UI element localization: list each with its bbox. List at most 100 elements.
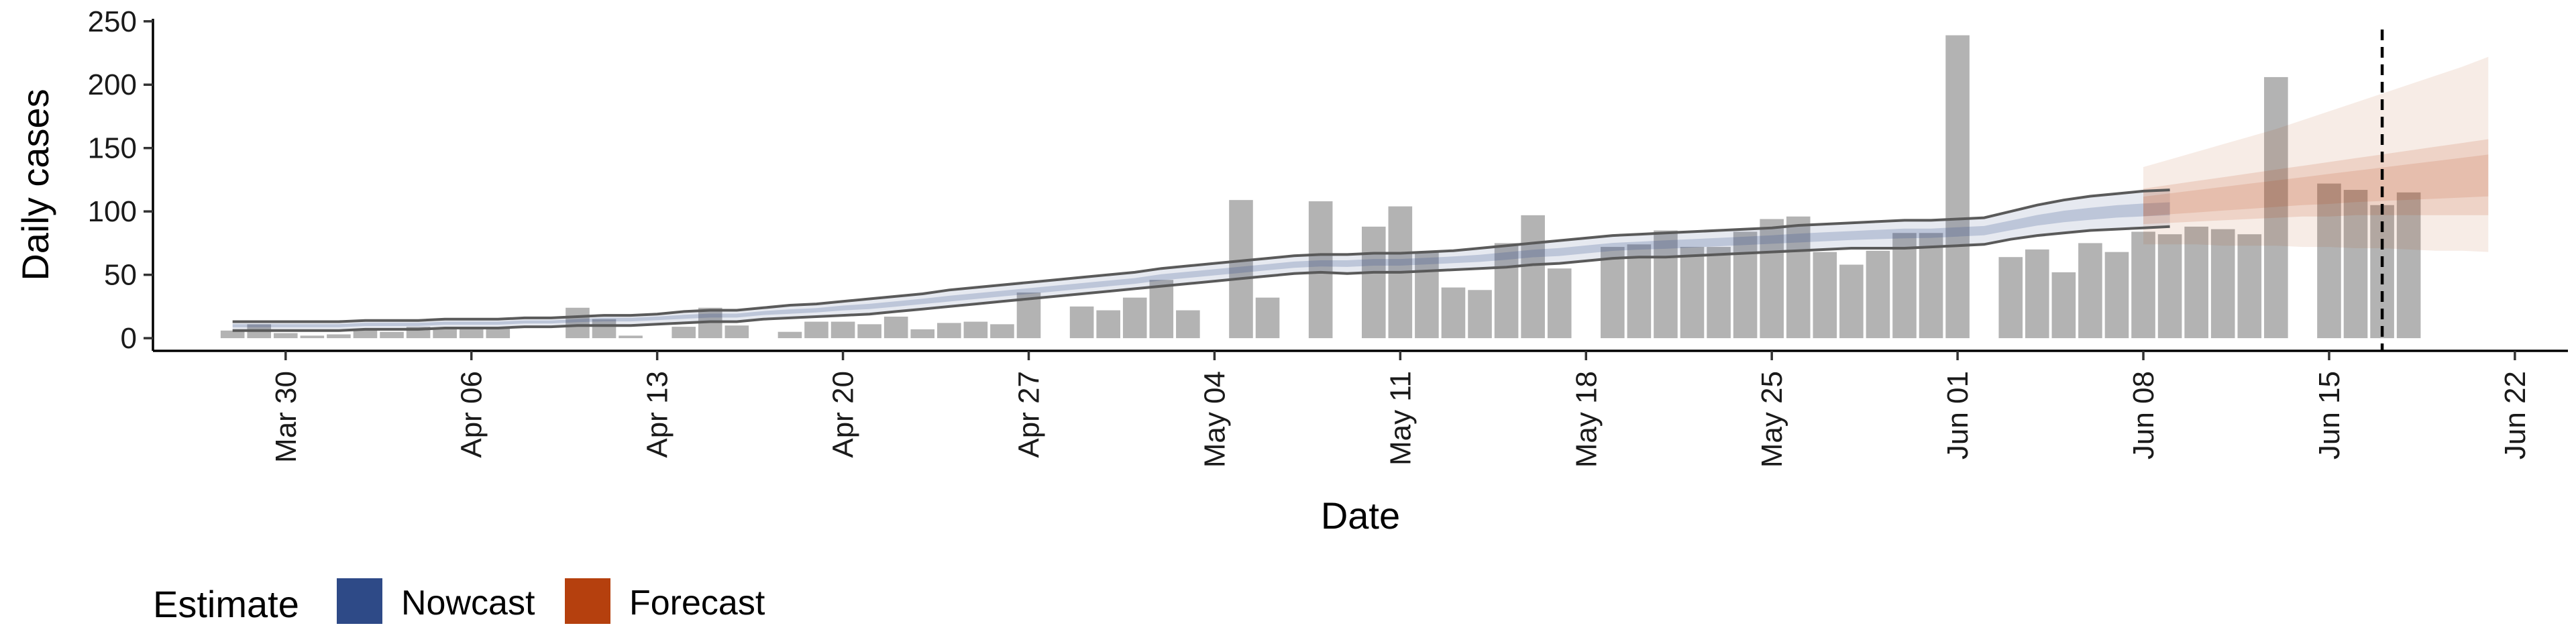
legend-label-nowcast: Nowcast — [401, 584, 535, 623]
case-bar — [1786, 216, 1811, 339]
case-bar — [2317, 183, 2341, 339]
legend-title: Estimate — [153, 583, 299, 625]
case-bar — [1122, 297, 1147, 339]
case-bar — [220, 330, 245, 339]
case-bar — [459, 327, 484, 339]
legend-swatch-nowcast — [337, 578, 382, 624]
case-bar — [2157, 234, 2182, 339]
case-bar — [1760, 219, 1784, 339]
y-tick-label: 100 — [88, 195, 137, 228]
case-bar — [2078, 243, 2102, 339]
case-bar — [1096, 310, 1120, 339]
case-bar — [300, 335, 325, 339]
case-bar — [619, 335, 643, 339]
y-tick-label: 150 — [88, 132, 137, 165]
y-tick-label: 0 — [121, 322, 137, 355]
case-bar — [1866, 250, 1890, 339]
case-bar — [1919, 233, 1943, 339]
case-bar — [1415, 252, 1439, 339]
y-tick-label: 250 — [88, 5, 137, 38]
case-bar — [2396, 192, 2421, 339]
case-bar — [433, 329, 457, 339]
case-bar — [724, 325, 749, 339]
case-bar — [2210, 229, 2235, 339]
case-bar — [1468, 290, 1492, 339]
case-bar — [1229, 200, 1253, 339]
case-bar — [327, 334, 351, 339]
y-axis-title: Daily cases — [14, 89, 56, 280]
case-bar — [963, 321, 988, 339]
case-bar — [1521, 215, 1545, 339]
y-tick-label: 200 — [88, 68, 137, 101]
forecast-middle-band — [2143, 139, 2489, 225]
x-tick-label: May 18 — [1570, 371, 1603, 468]
bars-layer — [220, 35, 2421, 339]
x-tick-label: May 25 — [1756, 371, 1788, 468]
case-bar — [2343, 190, 2368, 339]
legend-swatch-forecast — [565, 578, 610, 624]
x-axis-title: Date — [1321, 494, 1400, 537]
x-tick-label: Apr 13 — [641, 371, 674, 458]
x-tick-label: Mar 30 — [270, 371, 303, 463]
case-bar — [883, 316, 908, 339]
case-bar — [486, 327, 511, 339]
nowcast-lower-line — [232, 225, 2170, 332]
case-bar — [380, 331, 404, 339]
case-bar — [1892, 233, 1917, 339]
case-bar — [1998, 257, 2023, 339]
axes-layer: 0 50 100 150 200 250 Mar 30 Apr 06 Apr 13 Apr 20 A… — [88, 5, 2568, 468]
forecast-inner-band — [2143, 154, 2489, 217]
case-bar — [1441, 287, 1466, 339]
case-bar — [2237, 234, 2262, 339]
case-bar — [2131, 231, 2155, 339]
case-bar — [1069, 306, 1094, 339]
bands-layer — [232, 56, 2489, 331]
case-bar — [1680, 247, 1705, 339]
x-tick-label: Jun 01 — [1941, 371, 1974, 460]
case-bar — [2264, 76, 2288, 339]
x-tick-label: Apr 27 — [1012, 371, 1045, 458]
case-bar — [2104, 252, 2129, 339]
case-bar — [1654, 230, 1678, 339]
case-bar — [1707, 247, 1731, 339]
case-bar — [2051, 272, 2076, 339]
case-bar — [592, 319, 616, 339]
case-bar — [1149, 280, 1174, 339]
case-bar — [1601, 247, 1625, 339]
case-bar — [937, 323, 961, 339]
case-bar — [2025, 249, 2049, 339]
x-tick-label: Jun 08 — [2127, 371, 2160, 460]
case-bar — [990, 324, 1014, 339]
case-bar — [1176, 310, 1200, 339]
legend: Estimate Nowcast Forecast — [153, 578, 765, 625]
case-bar — [566, 307, 590, 339]
x-tick-label: Apr 20 — [827, 371, 860, 458]
case-bar — [274, 333, 298, 339]
nowcast-upper-line — [232, 189, 2170, 323]
x-tick-label: May 11 — [1384, 371, 1417, 466]
case-bar — [1361, 226, 1386, 339]
case-bar — [910, 329, 935, 339]
case-bar — [830, 321, 855, 339]
case-bar — [1627, 244, 1652, 339]
legend-label-forecast: Forecast — [629, 584, 765, 623]
case-bar — [2184, 226, 2208, 339]
case-bar — [1813, 252, 1837, 339]
case-bar — [804, 321, 828, 339]
x-tick-label: Jun 15 — [2313, 371, 2346, 460]
case-bar — [353, 329, 378, 339]
case-bar — [672, 327, 696, 339]
x-tick-label: May 04 — [1198, 371, 1231, 468]
case-bar — [1839, 264, 1864, 339]
x-tick-label: Jun 22 — [2499, 371, 2532, 460]
case-bar — [1945, 35, 1970, 339]
case-bar — [1494, 243, 1519, 339]
forecast-outer-band — [2143, 56, 2489, 252]
case-bar — [1255, 297, 1280, 339]
case-bar — [1733, 231, 1758, 339]
case-bar — [777, 331, 802, 339]
y-tick-label: 50 — [104, 259, 137, 292]
x-tick-label: Apr 06 — [455, 371, 488, 458]
